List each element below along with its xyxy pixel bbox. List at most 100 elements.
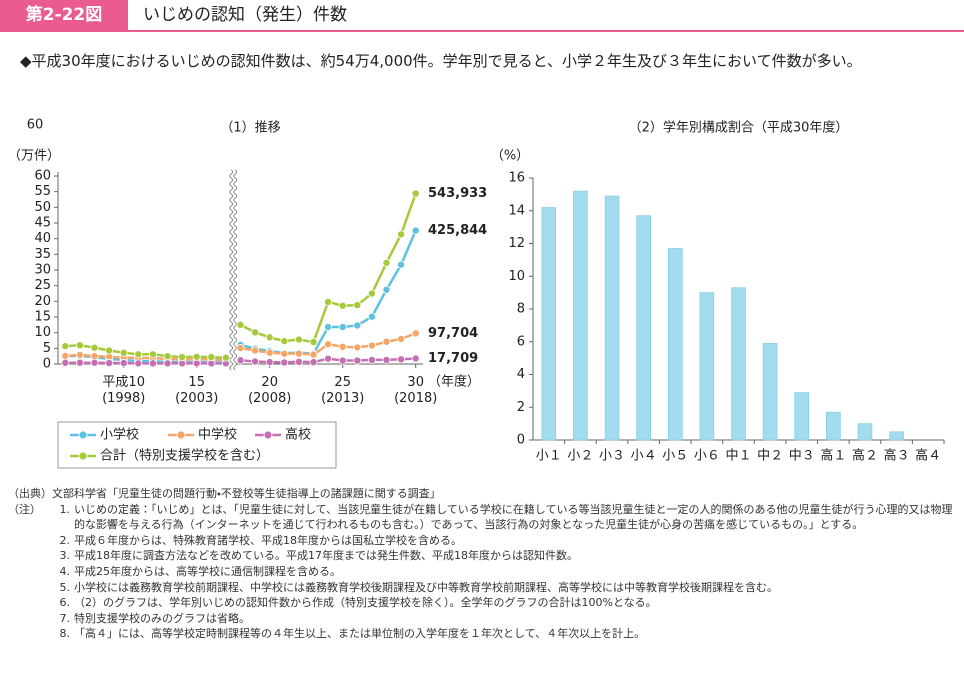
note-label [8, 595, 52, 611]
bar [731, 287, 746, 441]
x-tick-label: 平成10 (1998) [102, 375, 145, 406]
data-point [280, 358, 289, 367]
data-point [353, 321, 362, 330]
x-tick-label: 高１ [820, 448, 846, 464]
note-text: 小学校には義務教育学校前期課程、中学校には義務教育学校後期課程及び中等教育学校前… [74, 580, 778, 594]
bar [636, 215, 651, 441]
data-point [353, 301, 362, 310]
data-point [367, 289, 376, 298]
legend-marker [78, 430, 88, 440]
y-tick-label: 12 [508, 236, 525, 251]
data-point [382, 355, 391, 364]
note-text: （2）のグラフは、学年別いじめの認知件数から作成（特別支援学校を除く）。全学年の… [74, 596, 657, 610]
x-tick-label: 小６ [694, 449, 720, 464]
note: 6. （2）のグラフは、学年別いじめの認知件数から作成（特別支援学校を除く）。全学… [8, 595, 958, 611]
y-tick-label: 30 [34, 263, 51, 278]
data-point [105, 346, 114, 355]
y-tick-label: 4 [517, 367, 525, 382]
bar [541, 207, 557, 441]
note: 4. 平成25年度からは、高等学校に通信制課程を含める。 [8, 564, 958, 580]
data-point [367, 355, 376, 364]
y-tick-label: 8 [517, 302, 525, 317]
y-tick-label: 25 [34, 278, 51, 293]
data-point [411, 329, 420, 338]
y-tick-label: 35 [34, 247, 51, 262]
data-point [119, 359, 128, 368]
y-tick-label: 2 [517, 400, 525, 415]
x-tick-label: 小３ [599, 449, 625, 464]
x-tick-label: 中１ [725, 449, 751, 464]
x-tick-label: 20 (2008) [248, 375, 291, 406]
data-point [265, 358, 274, 367]
note-label [8, 611, 52, 627]
data-point [192, 359, 201, 368]
x-tick-label: 高４ [915, 448, 941, 464]
x-tick-label: 30 (2018) [394, 375, 437, 406]
note-text: 「高４」には、高等学校定時制課程等の４年生以上、または単位制の入学年度を１年次と… [74, 627, 646, 641]
data-point [148, 359, 157, 368]
data-point [324, 323, 333, 332]
x-tick-label: 中３ [789, 449, 815, 464]
data-point [105, 359, 114, 368]
data-point [324, 354, 333, 363]
data-point [411, 354, 420, 363]
note-label [8, 580, 52, 596]
data-point [90, 352, 99, 361]
data-point [324, 340, 333, 349]
series-line [239, 193, 417, 344]
x-tick-label: 高２ [852, 448, 878, 464]
y-tick-label: 60 [34, 169, 51, 184]
note-text: 平成25年度からは、高等学校に通信制課程を含める。 [74, 564, 341, 578]
figure-title: いじめの認知（発生）件数 [143, 5, 347, 25]
y-tick-label: 15 [34, 310, 51, 325]
data-point [192, 352, 201, 361]
header: 第2-22図 いじめの認知（発生）件数 [0, 0, 964, 32]
data-point [411, 189, 420, 198]
y-tick-label: 10 [508, 269, 525, 284]
source: （出典） 文部科学省「児童生徒の問題行動・不登校等生徒指導上の諸課題に関する調査」 [8, 486, 958, 502]
bar [604, 195, 620, 441]
data-point [397, 334, 406, 343]
data-point [382, 258, 391, 267]
data-point [75, 341, 84, 350]
note-label [8, 564, 52, 580]
data-point [90, 358, 99, 367]
legend-marker [176, 430, 186, 440]
data-point [163, 352, 172, 361]
source-label: （出典） [8, 487, 52, 500]
note: 8. 「高４」には、高等学校定時制課程等の４年生以上、または単位制の入学年度を１年… [8, 626, 958, 642]
bar [667, 248, 683, 441]
note: 5. 小学校には義務教育学校前期課程、中学校には義務教育学校後期課程及び中等教育学… [8, 580, 958, 596]
data-point [236, 356, 245, 365]
data-point [90, 343, 99, 352]
data-point [148, 350, 157, 359]
note-number: 4. [59, 564, 71, 578]
data-point [221, 353, 230, 362]
x-tick-label: 高３ [884, 448, 910, 464]
source-text: 文部科学省「児童生徒の問題行動・不登校等生徒指導上の諸課題に関する調査」 [52, 487, 441, 500]
data-point [338, 323, 347, 332]
series-line [65, 361, 226, 365]
legend-box [57, 421, 337, 469]
note-number: 1. [59, 502, 71, 516]
data-point [411, 226, 420, 235]
axis-top-label: 60 [27, 118, 44, 133]
data-point [134, 350, 143, 359]
data-point [309, 358, 318, 367]
charts: （1）推移60（万件）051015202530354045505560平成10(… [8, 118, 945, 469]
axis-break [229, 169, 234, 371]
x-tick-label: 15 (2003) [175, 375, 218, 406]
note: （注） 1. いじめの定義：「いじめ」とは、「児童生徒に対して、当該児童生徒が在籍し… [8, 502, 958, 533]
data-point [338, 356, 347, 365]
data-point [397, 260, 406, 269]
y-tick-label: 20 [34, 294, 51, 309]
data-point [397, 355, 406, 364]
note: 3. 平成18年度に調査方法などを改めている。平成17年度までは発生件数、平成18… [8, 548, 958, 564]
note-number: 7. [59, 611, 71, 625]
note-number: 3. [59, 549, 71, 563]
data-point [251, 346, 260, 355]
bar [826, 411, 841, 441]
note-number: 6. [59, 596, 71, 610]
data-point [382, 337, 391, 346]
legend-marker [263, 430, 273, 440]
